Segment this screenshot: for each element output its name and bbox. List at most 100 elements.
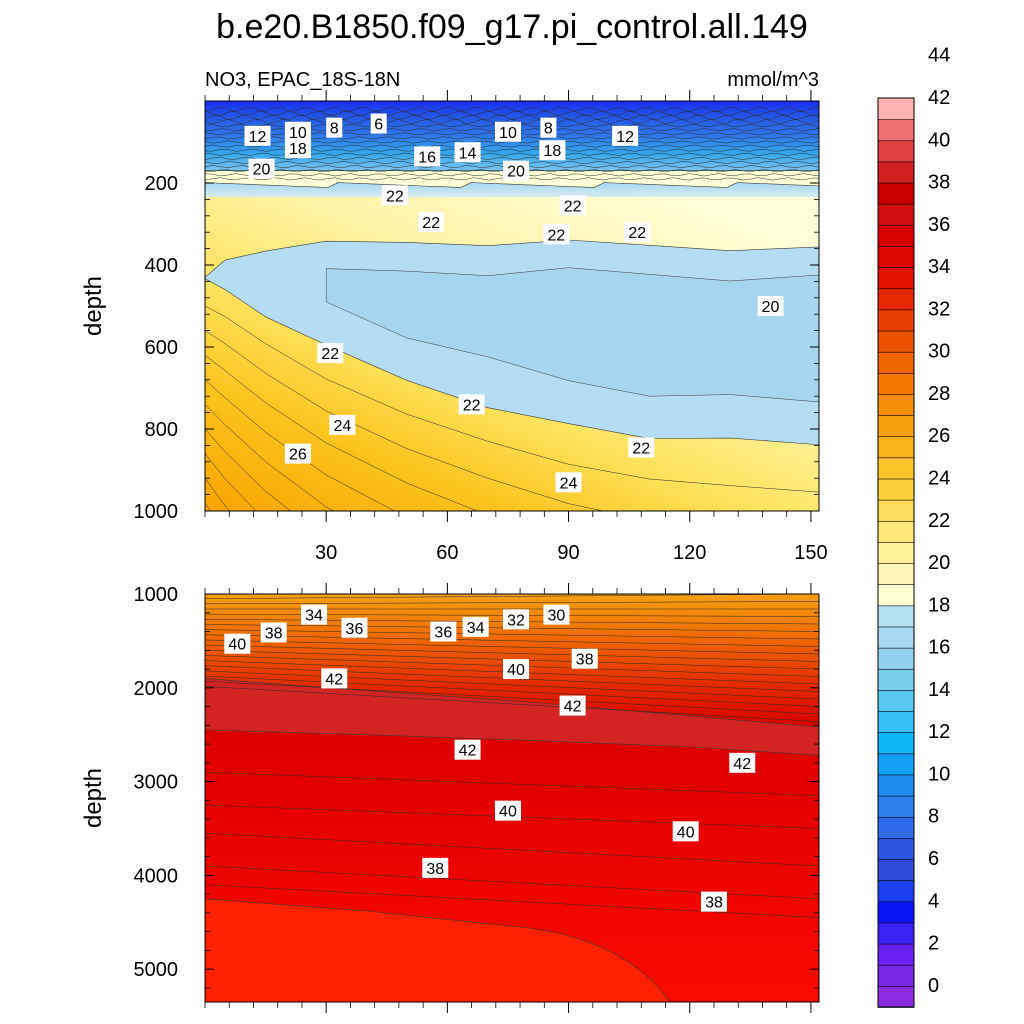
colorbar-tick-label: 6	[928, 848, 939, 870]
colorbar-swatch	[877, 858, 915, 881]
contour-label-box	[454, 739, 481, 760]
contour-label: 32	[503, 609, 530, 630]
colorbar-swatch	[877, 139, 915, 163]
colorbar-swatch	[877, 224, 915, 247]
contour-label-text: 40	[499, 804, 517, 821]
contour-label-text: 22	[386, 188, 404, 205]
colorbar-tick-label: 30	[928, 341, 950, 363]
colorbar-tick-label: 36	[928, 214, 950, 236]
colorbar-swatch	[877, 457, 915, 480]
colorbar: 0246810121416182022242628303234363840424…	[877, 45, 950, 1008]
contour-label: 12	[612, 125, 639, 146]
contour-label-box	[494, 800, 521, 821]
lower-plot-frame	[204, 593, 820, 1003]
colorbar-swatch	[877, 309, 915, 332]
colorbar-swatch	[877, 203, 915, 226]
contour-label-box	[612, 125, 639, 146]
x-tick-label: 60	[436, 542, 458, 564]
contour-label-text: 12	[616, 129, 634, 146]
contour-label-box	[284, 121, 311, 142]
lower-contour-line	[205, 594, 819, 599]
contour-label-box	[341, 617, 368, 638]
colorbar-tick-label: 12	[928, 721, 950, 743]
contour-label: 38	[700, 891, 727, 912]
colorbar-swatch	[877, 774, 915, 797]
contour-label-box	[284, 138, 311, 159]
contour-label: 34	[301, 604, 328, 625]
y-tick-label: 400	[145, 255, 178, 277]
y-tick-label: 2000	[134, 678, 179, 700]
colorbar-tick-label: 18	[928, 594, 950, 616]
contour-label: 40	[503, 659, 530, 680]
contour-label: 22	[543, 224, 570, 245]
contour-label-box	[543, 604, 570, 625]
colorbar-tick-label: 32	[928, 298, 950, 320]
contour-label-box	[260, 622, 287, 643]
contour-label-text: 38	[265, 625, 283, 642]
colorbar-tick-label: 20	[928, 552, 950, 574]
lower-contour-line	[205, 644, 819, 662]
contour-label-text: 16	[418, 149, 436, 166]
contour-label-text: 42	[564, 699, 582, 716]
contour-label: 10	[284, 121, 311, 142]
contour-label: 38	[571, 648, 598, 669]
contour-label-text: 40	[677, 824, 695, 841]
contour-label-text: 22	[321, 346, 339, 363]
colorbar-swatch	[877, 731, 915, 755]
contour-label-text: 40	[228, 637, 246, 654]
y-tick-label: 800	[145, 419, 178, 441]
contour-label-box	[757, 296, 784, 316]
contour-label-box	[418, 211, 445, 232]
upper-contour-line	[205, 106, 819, 112]
colorbar-swatch	[877, 562, 915, 586]
upper-contour-labels: 12 10 8 6 10 8 12 16 14 18 18 20 20 22 22 22 22 22 20 22 22 2…	[244, 113, 784, 493]
y-tick-label: 1000	[134, 501, 179, 523]
contour-label-box	[559, 195, 586, 216]
colorbar-swatch	[877, 605, 915, 628]
contour-label-box	[503, 160, 530, 181]
contour-label: 6	[370, 113, 387, 134]
contour-label-text: 12	[249, 129, 267, 146]
contour-label-box	[430, 621, 457, 642]
contour-label: 8	[540, 117, 557, 138]
contour-label-box	[543, 224, 570, 245]
colorbar-swatch	[877, 583, 915, 607]
contour-label-text: 36	[346, 621, 364, 638]
lower-contour-line	[205, 634, 819, 647]
contour-label-text: 8	[544, 121, 553, 138]
y-tick-label: 4000	[134, 865, 179, 887]
contour-label-text: 18	[543, 143, 561, 160]
colorbar-swatch	[877, 541, 915, 564]
contour-label-box	[321, 668, 348, 689]
contour-label-box	[494, 121, 521, 142]
contour-label-text: 38	[426, 861, 444, 878]
colorbar-swatch	[877, 520, 915, 543]
colorbar-swatch	[877, 97, 915, 120]
contour-label-text: 36	[434, 625, 452, 642]
lower-contour-line	[205, 639, 819, 655]
upper-contour-line	[205, 428, 292, 511]
y-tick-label: 3000	[134, 772, 179, 794]
contour-label: 42	[321, 668, 348, 689]
contour-label-box	[317, 343, 344, 364]
colorbar-swatch	[877, 499, 915, 522]
contour-label-text: 14	[459, 145, 477, 162]
contour-label: 20	[503, 160, 530, 181]
upper-axes: 200 400 600 800 1000 30 60 90 120 150	[134, 90, 828, 564]
contour-label-box	[244, 125, 271, 146]
contour-label: 34	[462, 616, 489, 637]
contour-label-text: 22	[628, 225, 646, 242]
colorbar-tick-label: 42	[928, 87, 950, 109]
contour-label: 42	[729, 752, 756, 773]
colorbar-swatch	[877, 330, 915, 353]
contour-label-box	[503, 609, 530, 630]
colorbar-swatch	[877, 710, 915, 733]
contour-label-box	[559, 695, 586, 716]
contour-label-text: 22	[463, 397, 481, 414]
contour-label-box	[571, 648, 598, 669]
upper-contour-line	[205, 453, 257, 511]
upper-contour-line	[205, 330, 605, 511]
contour-label: 26	[284, 443, 311, 464]
upper-contour-line	[205, 114, 819, 121]
contour-label-text: 42	[733, 756, 751, 773]
